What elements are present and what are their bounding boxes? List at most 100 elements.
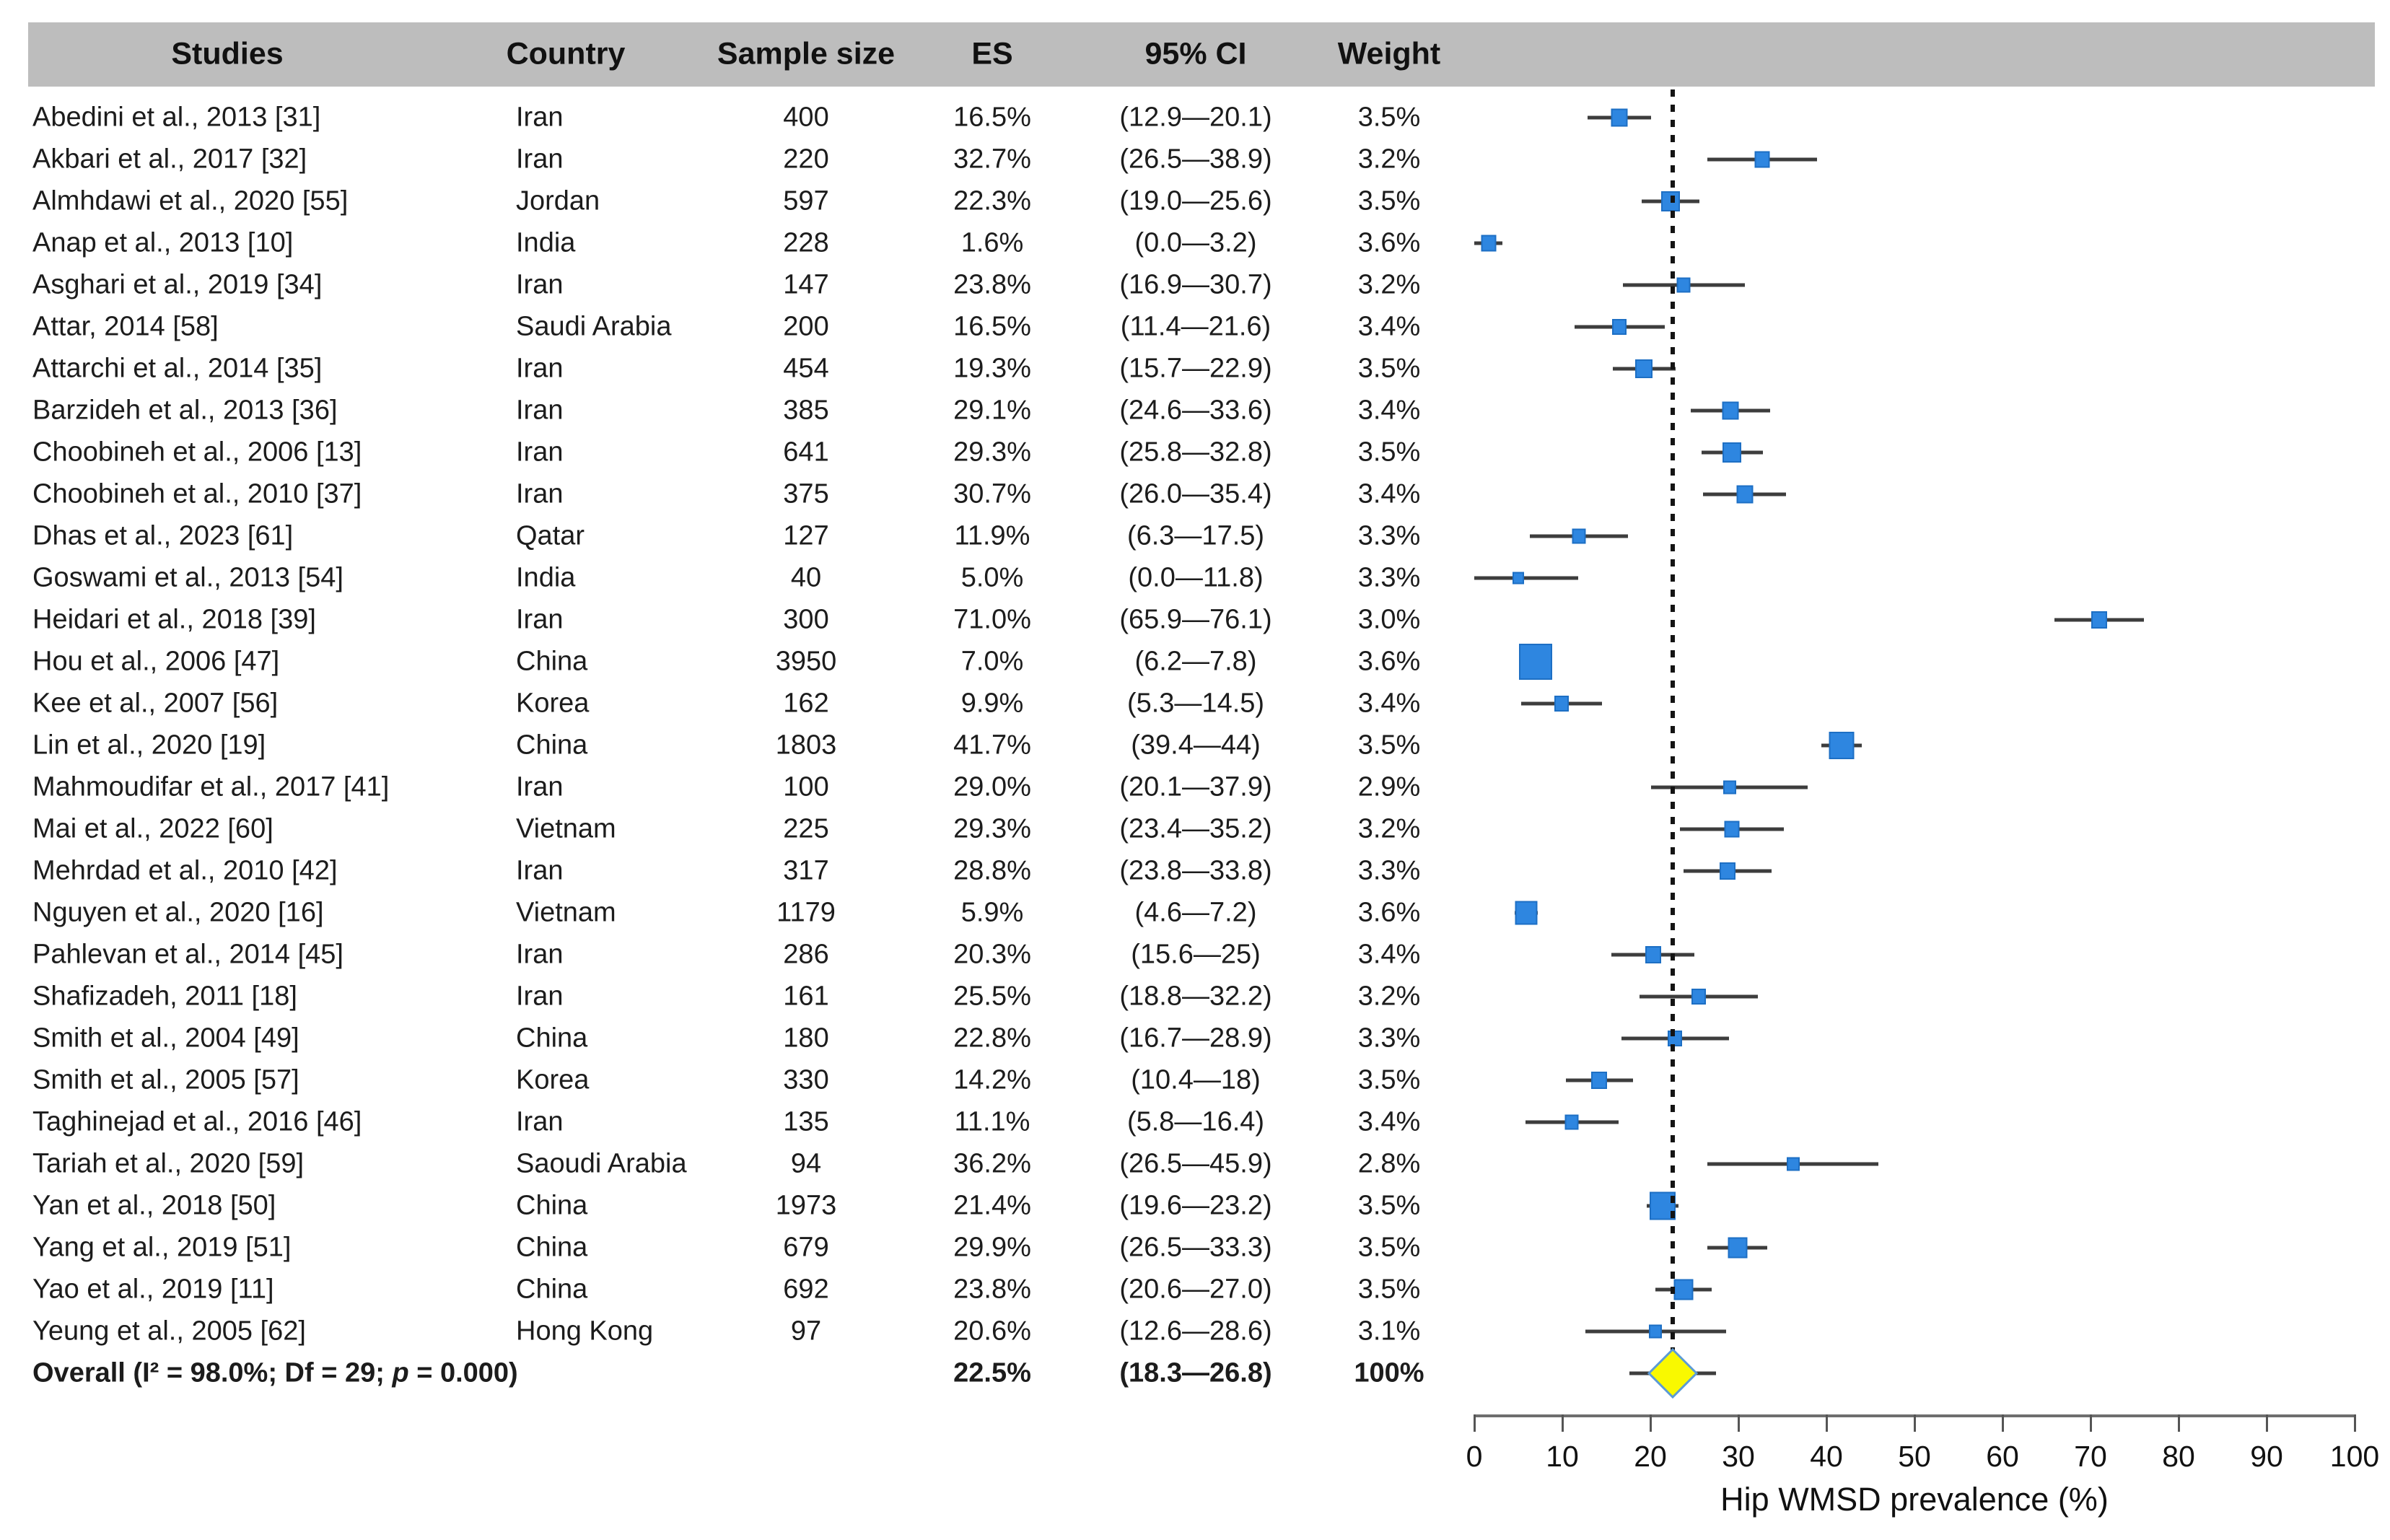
x-axis-tick-label: 40 — [1810, 1440, 1843, 1473]
study-label: Asghari et al., 2019 [34] — [32, 269, 323, 300]
country-value: Korea — [516, 688, 590, 719]
effect-size-square — [1754, 151, 1770, 168]
x-axis-tick-label: 100 — [2329, 1440, 2380, 1473]
country-value: China — [516, 1190, 588, 1221]
effect-size-square — [1722, 401, 1739, 420]
sample-size-value: 1803 — [775, 730, 837, 761]
country-value: India — [516, 227, 576, 258]
sample-size-value: 162 — [783, 688, 829, 719]
x-axis-tick-label: 70 — [2074, 1440, 2107, 1473]
effect-size-square — [1786, 1157, 1800, 1171]
weight-value: 3.5% — [1357, 353, 1421, 384]
sample-size-value: 692 — [783, 1274, 829, 1305]
overall-weight-value: 100% — [1354, 1357, 1424, 1388]
effect-size-square — [1673, 1279, 1694, 1300]
column-header-es: ES — [971, 36, 1013, 71]
study-label: Akbari et al., 2017 [32] — [32, 144, 307, 175]
effect-size-square — [1611, 108, 1628, 127]
ci-value: (16.7—28.9) — [1119, 1023, 1272, 1054]
weight-value: 3.1% — [1357, 1316, 1421, 1347]
overall-ci-value: (18.3—26.8) — [1119, 1357, 1272, 1388]
weight-value: 3.4% — [1357, 1106, 1421, 1137]
ci-value: (4.6—7.2) — [1134, 897, 1257, 928]
es-value: 7.0% — [960, 646, 1024, 677]
effect-size-square — [2091, 611, 2108, 629]
x-axis-tick — [1826, 1414, 1828, 1432]
x-axis-tick — [1914, 1414, 1916, 1432]
ci-value: (65.9—76.1) — [1119, 604, 1272, 635]
country-value: Saoudi Arabia — [516, 1148, 687, 1179]
es-value: 41.7% — [953, 730, 1031, 761]
ci-value: (26.5—38.9) — [1119, 144, 1272, 175]
sample-size-value: 97 — [790, 1316, 822, 1347]
es-value: 29.3% — [953, 813, 1031, 844]
effect-size-square — [1612, 319, 1627, 335]
country-value: China — [516, 1274, 588, 1305]
ci-value: (6.2—7.8) — [1134, 646, 1257, 677]
effect-size-square — [1723, 442, 1742, 463]
x-axis-title: Hip WMSD prevalence (%) — [1720, 1481, 2109, 1518]
weight-value: 3.3% — [1357, 520, 1421, 551]
study-label: Yan et al., 2018 [50] — [32, 1190, 276, 1221]
effect-size-square — [1515, 901, 1538, 925]
effect-size-square — [1649, 1324, 1663, 1339]
sample-size-value: 1973 — [775, 1190, 837, 1221]
effect-size-square — [1829, 732, 1855, 759]
effect-size-square — [1723, 780, 1736, 795]
study-label: Yao et al., 2019 [11] — [32, 1274, 274, 1305]
ci-value: (23.4—35.2) — [1119, 813, 1272, 844]
sample-size-value: 454 — [783, 353, 829, 384]
weight-value: 3.5% — [1357, 185, 1421, 216]
es-value: 21.4% — [953, 1190, 1031, 1221]
study-label: Kee et al., 2007 [56] — [32, 688, 279, 719]
x-axis-tick — [2090, 1414, 2092, 1432]
es-value: 16.5% — [953, 311, 1031, 342]
sample-size-value: 330 — [783, 1064, 829, 1095]
effect-size-square — [1676, 277, 1691, 293]
ci-value: (0.0—11.8) — [1128, 562, 1264, 593]
es-value: 36.2% — [953, 1148, 1031, 1179]
es-value: 29.0% — [953, 771, 1031, 802]
overall-es-value: 22.5% — [953, 1357, 1031, 1388]
study-label: Taghinejad et al., 2016 [46] — [32, 1106, 362, 1137]
sample-size-value: 94 — [790, 1148, 822, 1179]
country-value: Vietnam — [516, 813, 616, 844]
sample-size-value: 3950 — [775, 646, 837, 677]
ci-value: (15.6—25) — [1131, 939, 1261, 970]
sample-size-value: 679 — [783, 1232, 829, 1263]
ci-value: (5.3—14.5) — [1126, 688, 1265, 719]
country-value: Hong Kong — [516, 1316, 654, 1347]
country-value: Iran — [516, 478, 564, 509]
study-label: Shafizadeh, 2011 [18] — [32, 981, 297, 1012]
ci-value: (24.6—33.6) — [1119, 395, 1272, 426]
es-value: 20.3% — [953, 939, 1031, 970]
country-value: Iran — [516, 604, 564, 635]
weight-value: 3.5% — [1357, 1232, 1421, 1263]
es-value: 29.1% — [953, 395, 1031, 426]
ci-value: (15.7—22.9) — [1119, 353, 1272, 384]
x-axis-tick — [1562, 1414, 1564, 1432]
es-value: 22.3% — [953, 185, 1031, 216]
sample-size-value: 147 — [783, 269, 829, 300]
study-label: Abedini et al., 2013 [31] — [32, 102, 321, 133]
study-label: Lin et al., 2020 [19] — [32, 730, 266, 761]
sample-size-value: 286 — [783, 939, 829, 970]
country-value: Saudi Arabia — [516, 311, 672, 342]
x-axis-tick — [2354, 1414, 2356, 1432]
weight-value: 3.2% — [1357, 144, 1421, 175]
x-axis-tick — [1474, 1414, 1476, 1432]
sample-size-value: 1179 — [776, 897, 836, 928]
weight-value: 3.6% — [1357, 646, 1421, 677]
ci-value: (20.6—27.0) — [1119, 1274, 1272, 1305]
country-value: China — [516, 646, 588, 677]
ci-value: (0.0—3.2) — [1134, 227, 1257, 258]
study-label: Barzideh et al., 2013 [36] — [32, 395, 338, 426]
weight-value: 3.2% — [1357, 269, 1421, 300]
study-label: Tariah et al., 2020 [59] — [32, 1148, 305, 1179]
country-value: China — [516, 1232, 588, 1263]
study-label: Choobineh et al., 2010 [37] — [32, 478, 362, 509]
es-value: 30.7% — [953, 478, 1031, 509]
x-axis-tick-label: 60 — [1986, 1440, 2019, 1473]
ci-value: (19.0—25.6) — [1119, 185, 1272, 216]
